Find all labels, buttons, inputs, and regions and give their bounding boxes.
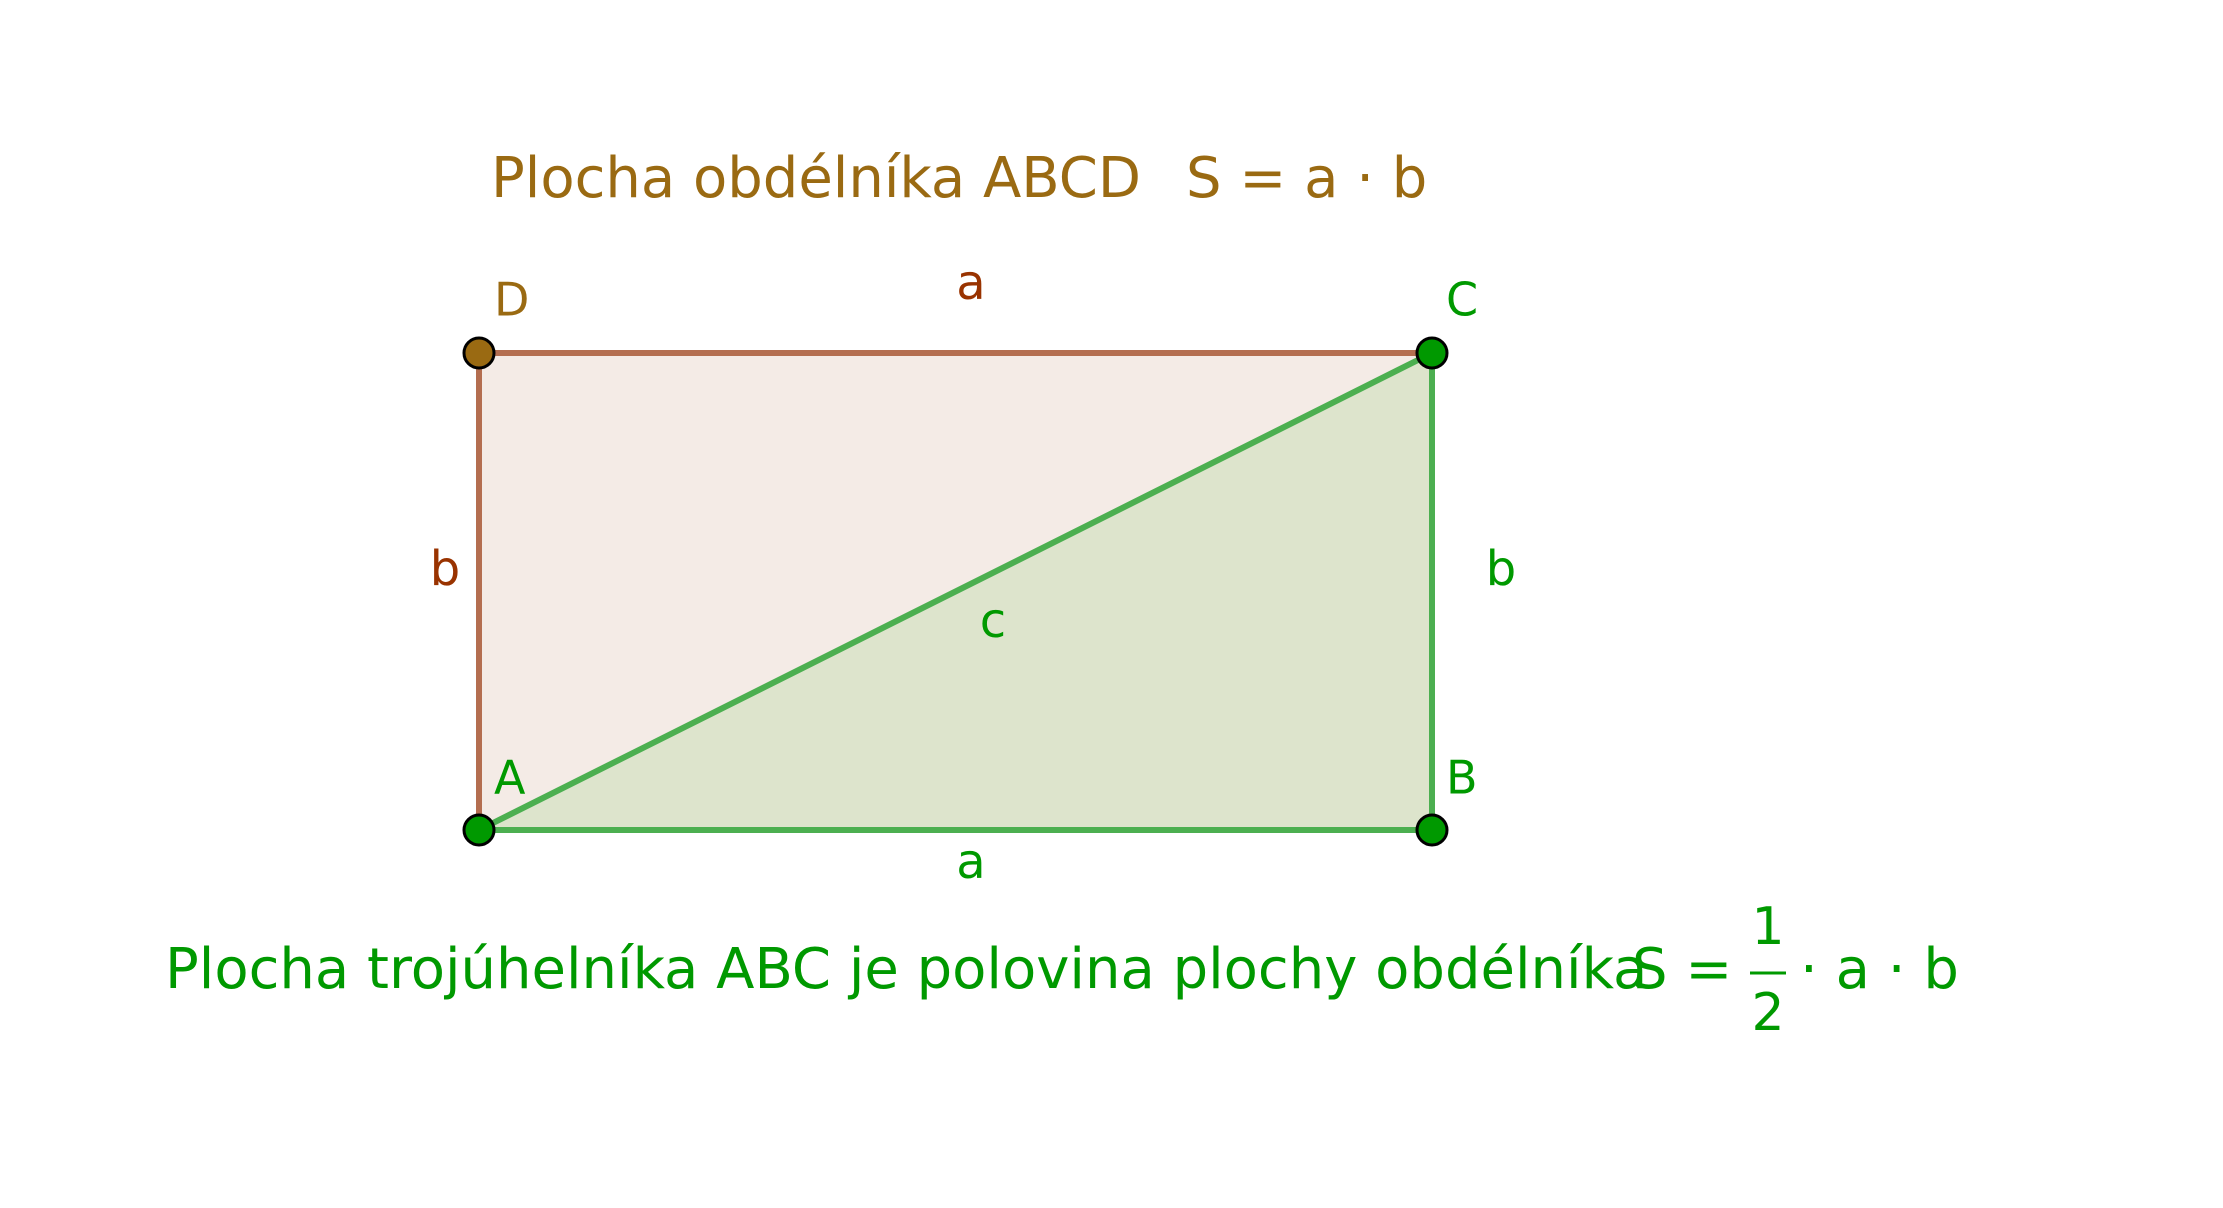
footer-formula-left: S = [1632, 937, 1732, 1002]
triangle-edges [476, 350, 1435, 833]
point-label: B [1446, 751, 1478, 805]
point-b [1415, 813, 1449, 847]
side-label: a [956, 834, 985, 890]
point-label: C [1446, 273, 1478, 327]
footer-text: Plocha trojúhelníka ABC je polovina ploc… [165, 937, 1647, 1002]
title: Plocha obdélníka ABCD [491, 146, 1141, 211]
side-label: a [956, 255, 985, 311]
point-a [462, 813, 496, 847]
point-d [462, 336, 496, 370]
footer-formula-right: · a · b [1800, 937, 1959, 1002]
side-label: b [430, 541, 460, 597]
side-label: c [980, 593, 1006, 649]
point-c [1415, 336, 1449, 370]
title-formula: S = a · b [1186, 146, 1427, 211]
side-label: b [1486, 541, 1516, 597]
point-label: D [494, 273, 529, 327]
point-label: A [494, 751, 526, 805]
fraction-numerator: 1 [1751, 897, 1784, 957]
fraction-denominator: 2 [1751, 983, 1784, 1043]
